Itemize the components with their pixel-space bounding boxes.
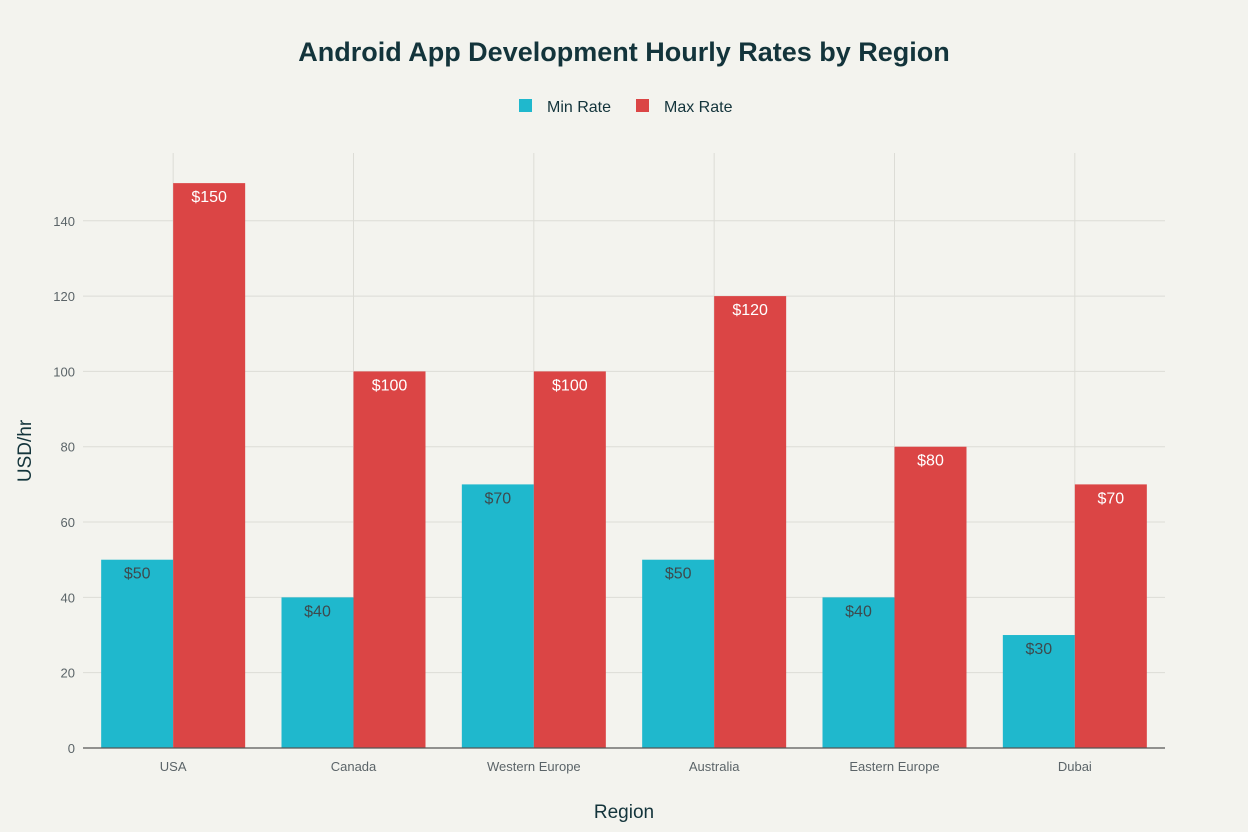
bar-max-rate — [714, 296, 787, 748]
y-tick-label: 140 — [53, 214, 75, 229]
x-tick-label: Western Europe — [487, 759, 581, 774]
axes: 0 20 40 60 80 100 120 140 USA Canada Western Europ… — [53, 214, 1165, 774]
data-label: $100 — [552, 377, 588, 394]
y-tick-label: 120 — [53, 289, 75, 304]
data-label: $50 — [124, 566, 151, 583]
bar-max-rate — [173, 183, 246, 748]
y-tick-label: 100 — [53, 364, 75, 379]
data-label: $80 — [917, 453, 944, 470]
y-tick-label: 40 — [61, 590, 75, 605]
bar-max-rate — [533, 371, 606, 748]
y-tick-label: 20 — [61, 666, 75, 681]
x-tick-label: USA — [160, 759, 187, 774]
data-label: $40 — [845, 603, 872, 620]
x-tick-label: Eastern Europe — [849, 759, 939, 774]
y-tick-label: 80 — [61, 440, 75, 455]
legend: Min Rate Max Rate — [519, 99, 733, 116]
legend-swatch — [636, 99, 649, 112]
gridlines — [83, 153, 1165, 748]
x-tick-label: Australia — [689, 759, 740, 774]
y-tick-label: 60 — [61, 515, 75, 530]
bar-min-rate — [642, 559, 715, 748]
bar-min-rate — [822, 597, 895, 748]
x-tick-label: Canada — [331, 759, 377, 774]
y-axis-title: USD/hr — [15, 419, 36, 482]
data-label: $50 — [665, 566, 692, 583]
data-label: $70 — [1097, 490, 1124, 507]
x-tick-label: Dubai — [1058, 759, 1092, 774]
legend-swatch — [519, 99, 532, 112]
data-label: $40 — [304, 603, 331, 620]
bar-min-rate — [281, 597, 354, 748]
data-label: $70 — [484, 490, 511, 507]
data-label: $100 — [372, 377, 408, 394]
bars: $50 $150 $40 $100 $70 $100 $50 $120 $40 $80 $30 $70 — [101, 183, 1147, 748]
data-label: $150 — [191, 189, 227, 206]
bar-min-rate — [101, 559, 174, 748]
legend-label: Min Rate — [547, 99, 611, 116]
legend-label: Max Rate — [664, 99, 733, 116]
bar-min-rate — [461, 484, 534, 748]
data-label: $120 — [732, 302, 768, 319]
chart-title: Android App Development Hourly Rates by … — [298, 37, 950, 67]
bar-min-rate — [1002, 635, 1075, 748]
y-tick-label: 0 — [68, 741, 75, 756]
bar-max-rate — [353, 371, 426, 748]
x-axis-title: Region — [594, 802, 654, 823]
bar-max-rate — [1074, 484, 1147, 748]
data-label: $30 — [1025, 641, 1052, 658]
bar-max-rate — [894, 446, 967, 748]
